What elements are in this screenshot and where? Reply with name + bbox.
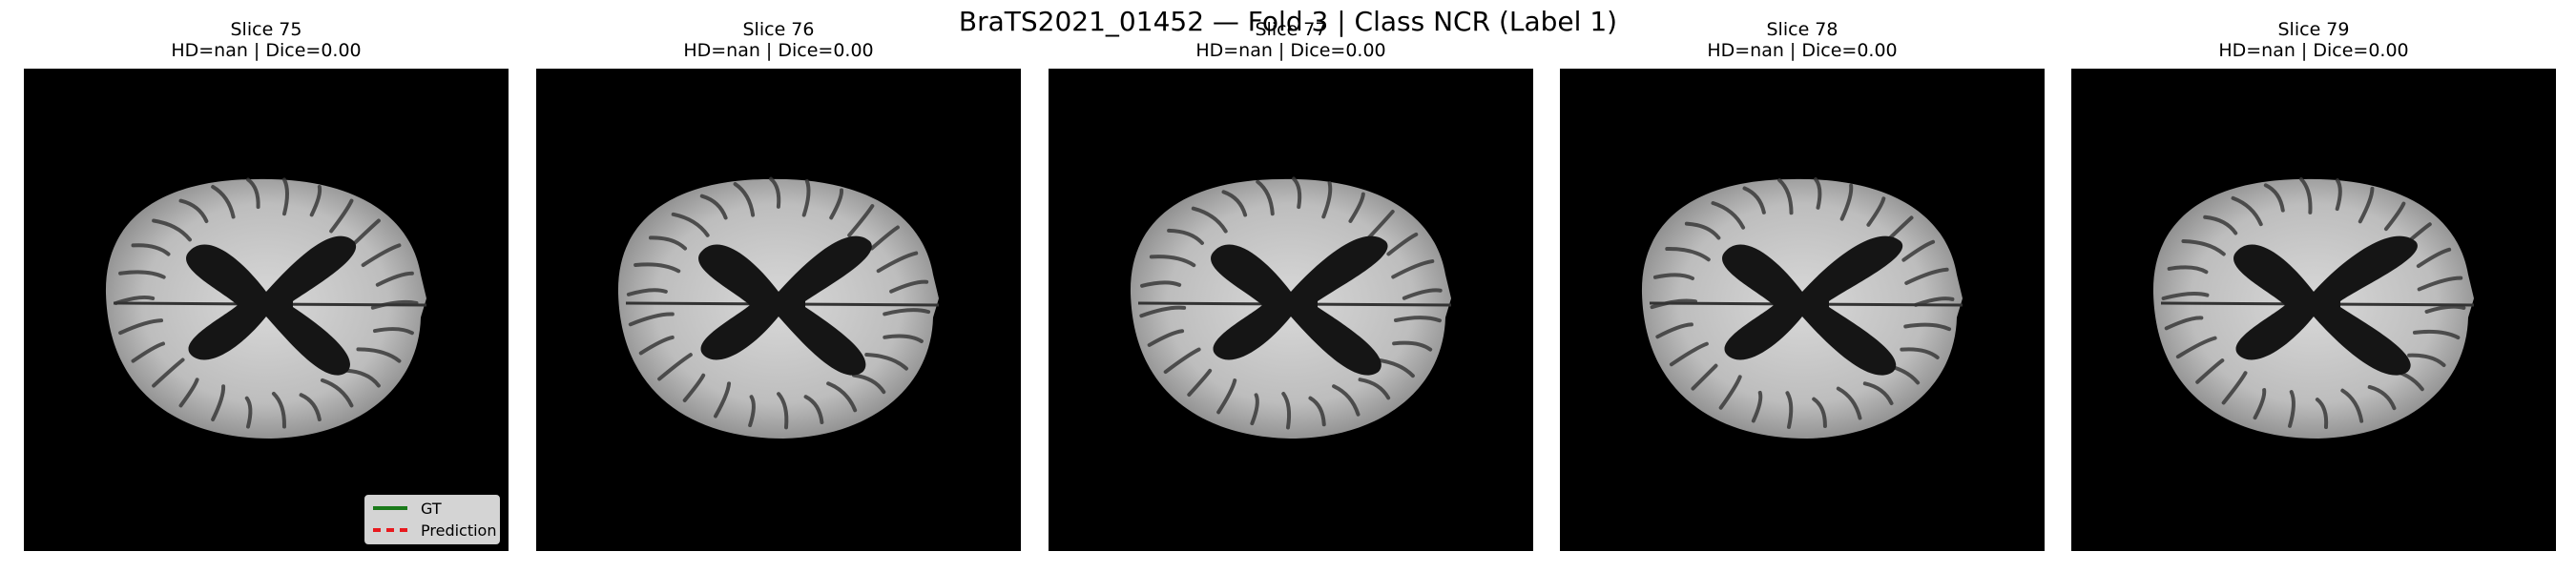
mri-image-frame [1049, 69, 1533, 551]
legend-label: GT [421, 499, 442, 518]
legend-item-prediction: Prediction [373, 521, 496, 540]
slice-label: Slice 78 [1766, 19, 1839, 40]
brain-mri-image [2152, 176, 2475, 439]
slice-label: Slice 79 [2277, 19, 2350, 40]
metrics-label: HD=nan | Dice=0.00 [683, 40, 874, 61]
legend: GT Prediction [364, 495, 500, 544]
gt-line-swatch [373, 506, 407, 510]
metrics-label: HD=nan | Dice=0.00 [2218, 40, 2409, 61]
slice-panel: Slice 77 HD=nan | Dice=0.00 [1049, 0, 1533, 572]
legend-item-gt: GT [373, 499, 442, 518]
mri-image-frame [536, 69, 1021, 551]
slice-label: Slice 75 [230, 19, 302, 40]
panel-title: Slice 79 HD=nan | Dice=0.00 [2071, 19, 2556, 61]
mri-image-frame [1560, 69, 2045, 551]
slice-label: Slice 76 [742, 19, 815, 40]
figure-title: BraTS2021_01452 — Fold 3 | Class NCR (La… [958, 6, 1618, 37]
prediction-line-swatch [373, 528, 407, 532]
slice-panel: Slice 75 HD=nan | Dice=0.00 GT Predictio… [24, 0, 509, 572]
panel-title: Slice 78 HD=nan | Dice=0.00 [1560, 19, 2045, 61]
metrics-label: HD=nan | Dice=0.00 [171, 40, 362, 61]
slice-label: Slice 77 [1255, 19, 1327, 40]
metrics-label: HD=nan | Dice=0.00 [1195, 40, 1386, 61]
brain-mri-image [617, 176, 940, 439]
brain-mri-image [1641, 177, 1963, 439]
brain-mri-image [105, 177, 427, 439]
metrics-label: HD=nan | Dice=0.00 [1707, 40, 1898, 61]
mri-image-frame [2071, 69, 2556, 551]
panel-title: Slice 75 HD=nan | Dice=0.00 [24, 19, 509, 61]
mri-image-frame: GT Prediction [24, 69, 509, 551]
brain-mri-image [1130, 176, 1452, 439]
panel-title: Slice 76 HD=nan | Dice=0.00 [536, 19, 1021, 61]
panel-title: Slice 77 HD=nan | Dice=0.00 [1049, 19, 1533, 61]
slice-panel: Slice 78 HD=nan | Dice=0.00 [1560, 0, 2045, 572]
legend-label: Prediction [421, 521, 497, 540]
slice-panel: Slice 79 HD=nan | Dice=0.00 [2071, 0, 2556, 572]
slice-panel: Slice 76 HD=nan | Dice=0.00 [536, 0, 1021, 572]
